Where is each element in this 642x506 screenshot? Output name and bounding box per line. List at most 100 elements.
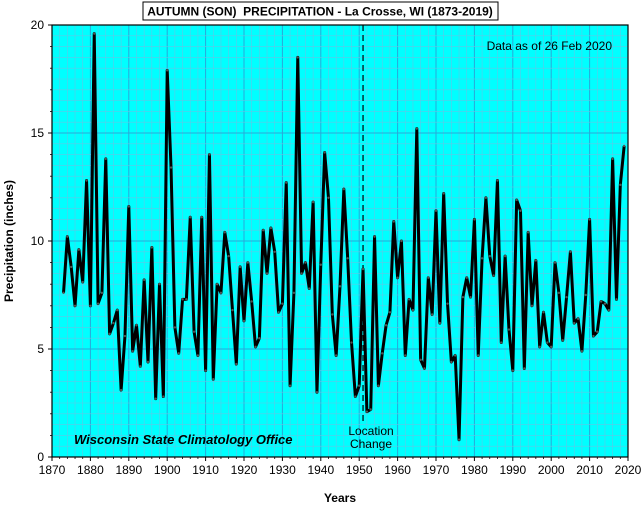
location-change-label-2: Change xyxy=(350,437,392,451)
data-point xyxy=(457,438,461,441)
data-point xyxy=(85,179,88,182)
x-tick-label: 1890 xyxy=(115,463,142,477)
x-tick-label: 2000 xyxy=(538,463,565,477)
x-tick-label: 2010 xyxy=(576,463,603,477)
data-point xyxy=(319,263,322,266)
data-point xyxy=(622,144,626,148)
data-point xyxy=(480,257,484,260)
data-point xyxy=(592,334,595,338)
data-point xyxy=(285,181,288,184)
data-point xyxy=(89,304,92,307)
data-point xyxy=(538,345,541,349)
data-point xyxy=(162,395,165,398)
data-point xyxy=(596,330,599,333)
axis-ticks xyxy=(48,24,629,461)
data-point xyxy=(350,341,353,344)
y-tick-labels: 0 5 10 15 20 xyxy=(31,18,45,464)
data-point xyxy=(361,267,365,271)
data-point xyxy=(77,248,81,251)
data-point xyxy=(500,341,503,344)
data-point xyxy=(204,369,207,372)
data-point xyxy=(192,330,196,333)
x-axis-label: Years xyxy=(324,491,356,505)
data-point xyxy=(373,235,376,238)
data-point xyxy=(619,183,622,187)
data-point xyxy=(507,328,511,331)
x-tick-label: 1960 xyxy=(384,463,411,477)
data-point xyxy=(434,209,438,212)
data-point xyxy=(569,250,572,253)
x-tick-label: 1950 xyxy=(346,463,373,477)
data-point xyxy=(446,302,449,305)
data-point xyxy=(177,352,180,355)
data-point xyxy=(396,276,399,279)
data-point xyxy=(311,200,315,204)
data-point xyxy=(323,151,326,154)
data-point xyxy=(158,283,161,286)
data-point xyxy=(93,32,96,35)
data-point xyxy=(561,339,564,342)
data-point xyxy=(223,231,226,234)
chart-title: AUTUMN (SON) PRECIPITATION - La Crosse, … xyxy=(147,5,493,19)
title-box xyxy=(142,1,499,21)
data-point xyxy=(615,298,618,301)
data-point xyxy=(304,261,307,264)
data-point xyxy=(384,324,388,327)
data-point xyxy=(150,246,154,249)
data-point xyxy=(553,261,557,264)
data-point xyxy=(139,365,142,368)
data-point xyxy=(369,408,372,411)
data-point xyxy=(96,302,100,305)
data-point xyxy=(404,354,407,357)
data-point xyxy=(146,360,150,364)
data-point xyxy=(62,291,65,295)
grid xyxy=(52,25,628,457)
x-tick-label: 1920 xyxy=(231,463,258,477)
data-point xyxy=(196,354,200,357)
data-point xyxy=(492,274,495,277)
data-point xyxy=(215,283,219,286)
data-point xyxy=(607,308,610,312)
data-point xyxy=(358,384,361,387)
data-point xyxy=(603,302,607,305)
x-tick-label: 1910 xyxy=(192,463,219,477)
data-point xyxy=(576,317,580,320)
x-tick-label: 1990 xyxy=(499,463,526,477)
data-point xyxy=(515,198,518,202)
data-point xyxy=(315,391,319,394)
data-point xyxy=(523,367,526,370)
data-point xyxy=(189,216,192,219)
office-annotation: Wisconsin State Climatology Office xyxy=(74,432,293,447)
data-date-annotation: Data as of 26 Feb 2020 xyxy=(487,39,613,53)
data-point xyxy=(127,205,130,208)
data-point xyxy=(438,321,442,325)
data-point xyxy=(300,272,303,275)
data-point xyxy=(496,179,499,182)
data-point xyxy=(346,257,349,260)
data-point xyxy=(131,349,134,353)
data-point xyxy=(465,276,468,279)
data-point xyxy=(308,287,311,290)
data-point xyxy=(519,209,522,212)
data-point xyxy=(250,300,253,303)
data-point xyxy=(208,153,211,156)
data-point xyxy=(573,321,576,325)
data-point xyxy=(477,354,480,357)
x-tick-labels: 1870 1880 1890 1900 1910 1920 1930 1940 1950 1960… xyxy=(39,463,642,477)
y-tick-label: 0 xyxy=(37,450,44,464)
data-point xyxy=(534,259,538,262)
x-tick-label: 2020 xyxy=(615,463,642,477)
x-tick-label: 1930 xyxy=(269,463,296,477)
data-point xyxy=(219,291,223,295)
data-point xyxy=(269,226,273,230)
data-point xyxy=(469,295,472,299)
data-point xyxy=(427,276,430,279)
data-point xyxy=(365,410,369,413)
data-point xyxy=(73,304,77,307)
data-point xyxy=(400,239,403,243)
data-point xyxy=(292,291,296,295)
data-point xyxy=(281,302,284,305)
data-point xyxy=(342,187,346,191)
data-points xyxy=(62,32,626,441)
